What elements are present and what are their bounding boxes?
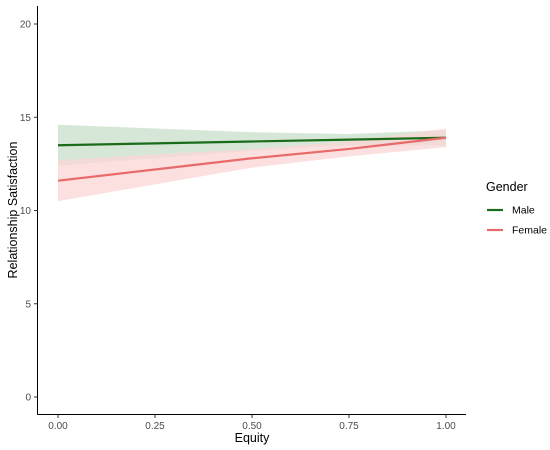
legend-label-male: Male bbox=[512, 205, 535, 217]
legend-items: Male Female bbox=[487, 205, 547, 237]
y-ticks: 0 5 10 15 20 bbox=[20, 20, 38, 404]
x-tick-label: 1.00 bbox=[436, 421, 456, 432]
legend-title: Gender bbox=[486, 180, 528, 194]
series-line-male bbox=[57, 136, 447, 147]
y-tick-label: 20 bbox=[20, 20, 32, 31]
confidence-band-female bbox=[58, 128, 446, 202]
x-tick-label: 0.00 bbox=[48, 421, 68, 432]
y-tick-label: 15 bbox=[20, 113, 32, 124]
x-tick-label: 0.75 bbox=[339, 421, 359, 432]
x-tick-label: 0.50 bbox=[242, 421, 262, 432]
confidence-bands bbox=[58, 124, 446, 202]
series-lines bbox=[57, 136, 447, 182]
legend: Gender Male Female bbox=[486, 180, 547, 237]
x-tick-label: 0.25 bbox=[145, 421, 165, 432]
series-line-female bbox=[57, 136, 447, 182]
y-tick-label: 0 bbox=[25, 393, 31, 404]
x-ticks: 0.00 0.25 0.50 0.75 1.00 bbox=[48, 414, 456, 432]
y-tick-label: 5 bbox=[25, 299, 31, 310]
y-axis-title: Relationship Satisfaction bbox=[6, 142, 20, 279]
y-tick-label: 10 bbox=[20, 206, 32, 217]
x-axis-title: Equity bbox=[235, 431, 270, 445]
legend-label-female: Female bbox=[512, 225, 547, 237]
